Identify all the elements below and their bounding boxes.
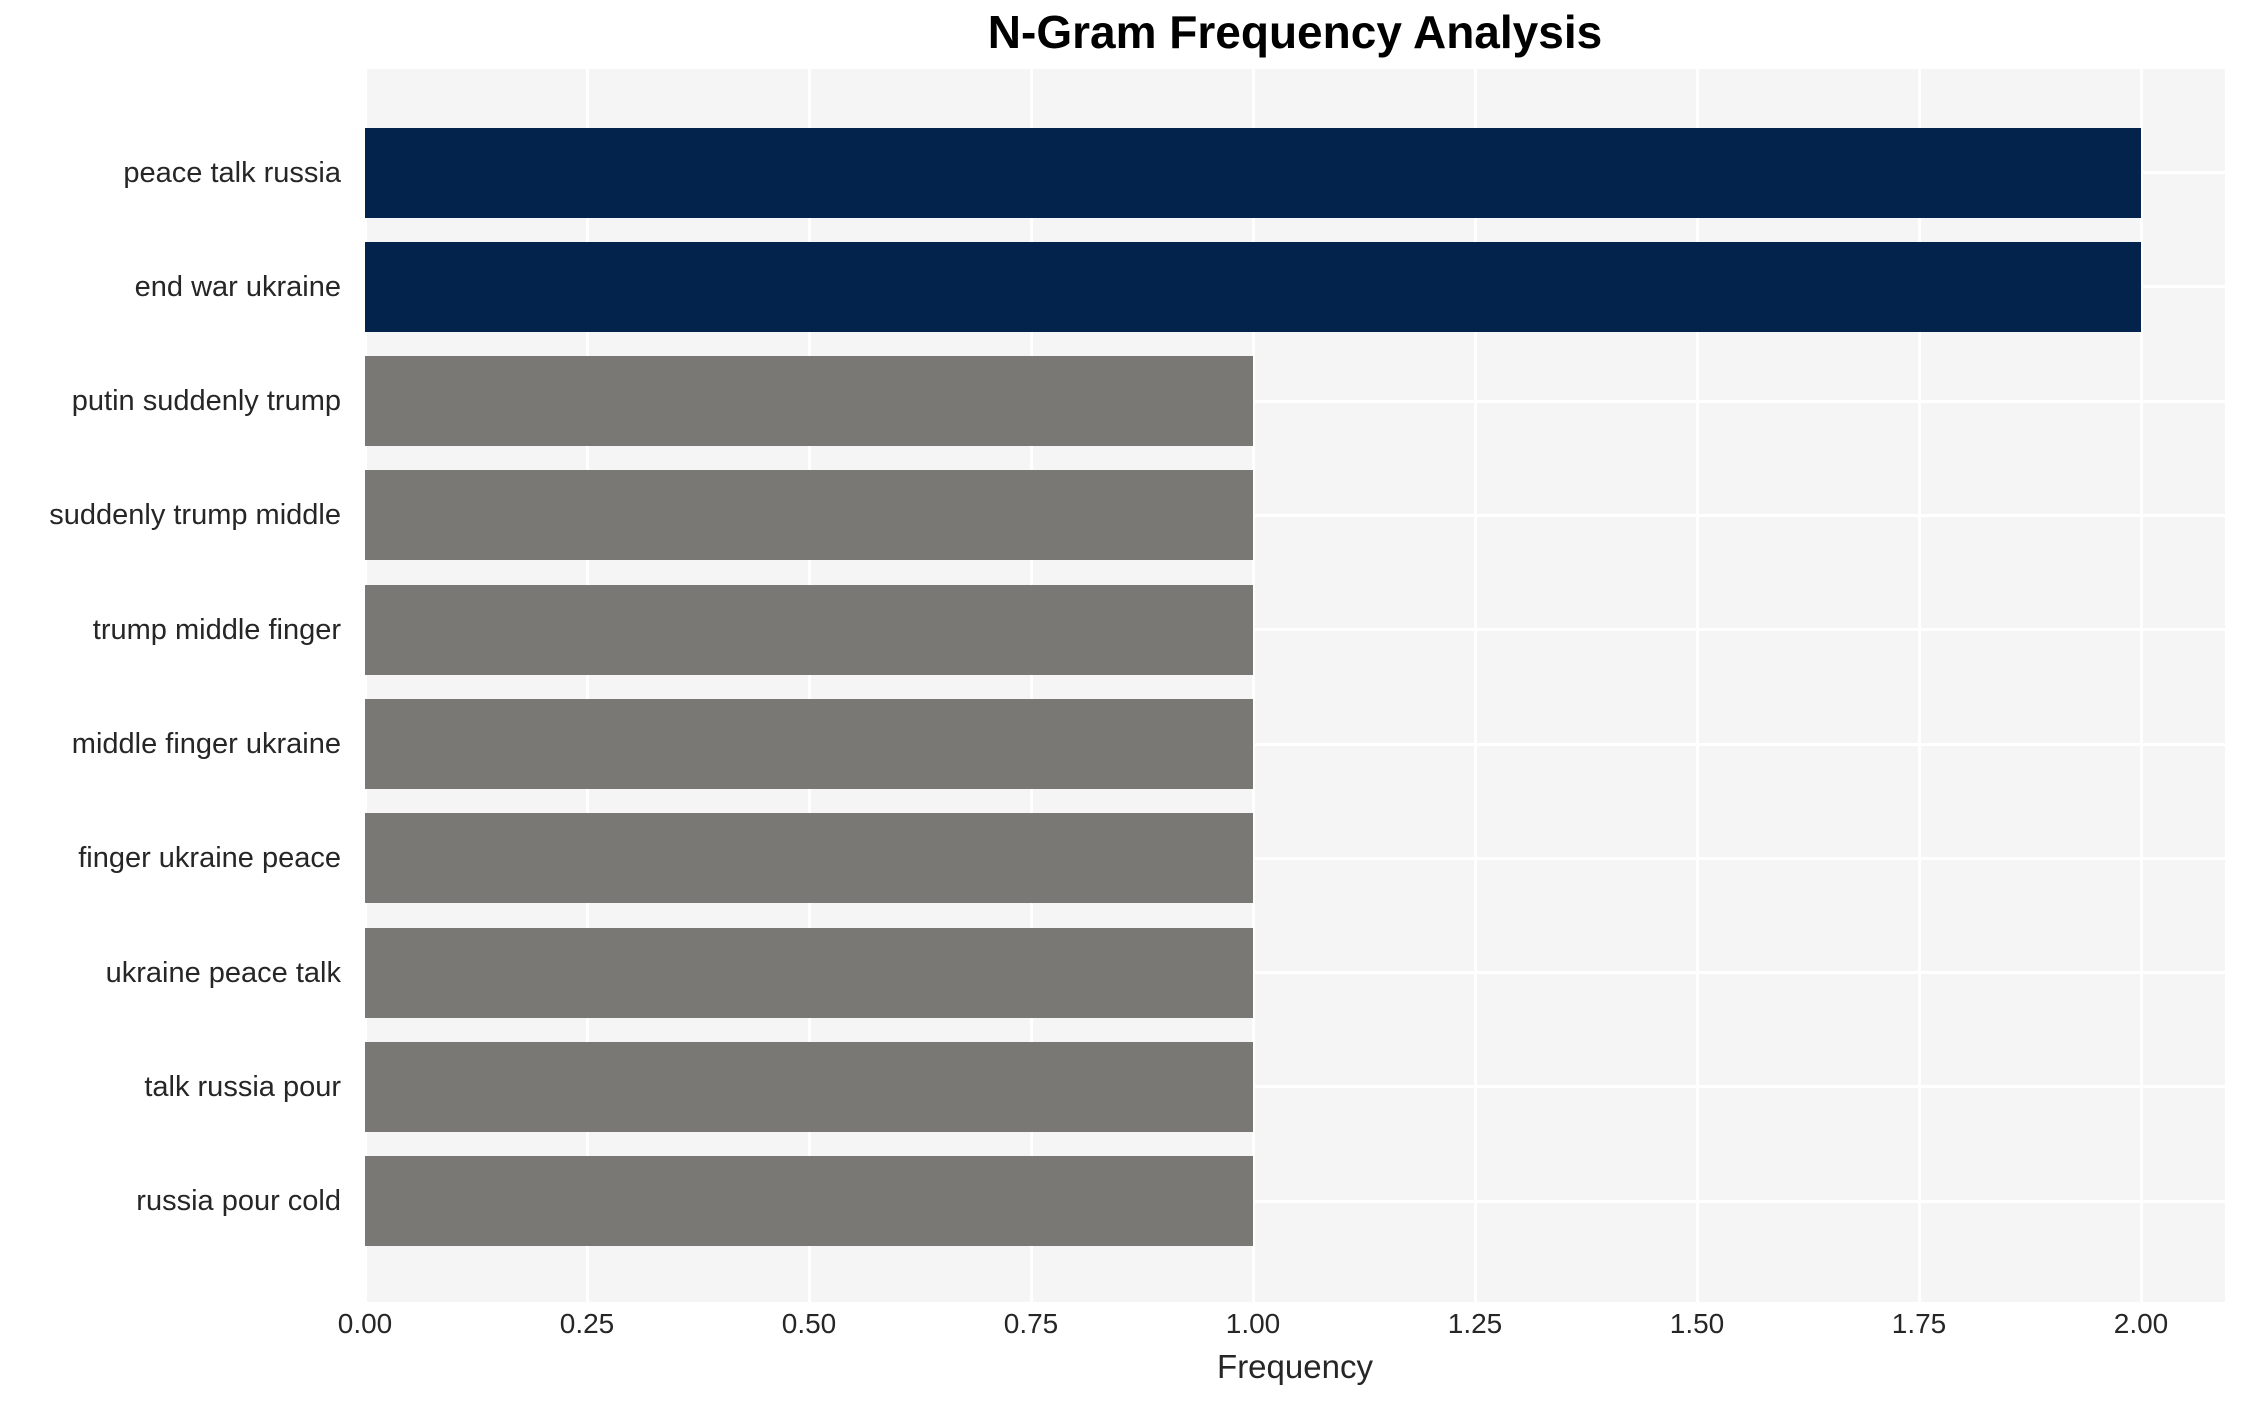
vertical-gridline (585, 69, 589, 1302)
plot-area (365, 69, 2225, 1302)
vertical-gridline (365, 69, 367, 1302)
x-tick-label: 1.25 (1447, 1308, 1503, 1339)
category-label: suddenly trump middle (49, 499, 341, 532)
bar (365, 584, 1253, 675)
bar (365, 470, 1253, 561)
category-label: russia pour cold (136, 1185, 341, 1218)
category-label: finger ukraine peace (78, 842, 341, 875)
category-label: ukraine peace talk (105, 956, 341, 989)
x-axis-tick-labels: 0.00 0.25 0.50 0.75 1.00 1.25 1.50 1.75 2.00 (0, 1306, 2244, 1342)
bar (365, 813, 1253, 904)
x-tick-label: 0.25 (559, 1308, 615, 1339)
category-label: putin suddenly trump (71, 385, 341, 418)
vertical-gridline (1473, 69, 1477, 1302)
vertical-gridline (807, 69, 811, 1302)
horizontal-gridline (365, 1085, 2225, 1089)
horizontal-gridline (365, 856, 2225, 860)
category-label: middle finger ukraine (71, 728, 341, 760)
vertical-gridline (1029, 69, 1033, 1302)
bar (365, 127, 2141, 218)
category-label: peace talk russia (123, 156, 341, 189)
chart-title: N-Gram Frequency Analysis (987, 6, 1603, 58)
horizontal-gridline (365, 742, 2225, 746)
bar (365, 241, 2141, 332)
x-tick-label: 0.75 (1003, 1308, 1059, 1339)
horizontal-gridline (365, 1199, 2225, 1203)
horizontal-gridline (365, 399, 2225, 403)
x-tick-label: 1.50 (1669, 1308, 1725, 1339)
category-label: talk russia pour (144, 1070, 341, 1103)
y-axis-category-labels: peace talk russia end war ukraine putin su… (0, 69, 353, 1302)
x-tick-label: 2.00 (2113, 1308, 2169, 1339)
x-axis-label: Frequency (1217, 1348, 1373, 1385)
bar (365, 1041, 1253, 1132)
category-label: trump middle finger (92, 613, 341, 646)
category-label: end war ukraine (134, 270, 341, 303)
horizontal-gridline (365, 971, 2225, 975)
vertical-gridline (1251, 69, 1255, 1302)
vertical-gridline (1917, 69, 1921, 1302)
bar (365, 927, 1253, 1018)
x-tick-label: 0.00 (337, 1308, 393, 1339)
bar (365, 356, 1253, 447)
x-tick-label: 0.50 (781, 1308, 837, 1339)
bar (365, 699, 1253, 789)
x-tick-label: 1.75 (1891, 1308, 1947, 1339)
bar (365, 1156, 1253, 1247)
horizontal-gridline (365, 513, 2225, 517)
horizontal-gridline (365, 628, 2225, 632)
vertical-gridline (1695, 69, 1699, 1302)
vertical-gridline (2139, 69, 2143, 1302)
x-tick-label: 1.00 (1225, 1308, 1281, 1339)
